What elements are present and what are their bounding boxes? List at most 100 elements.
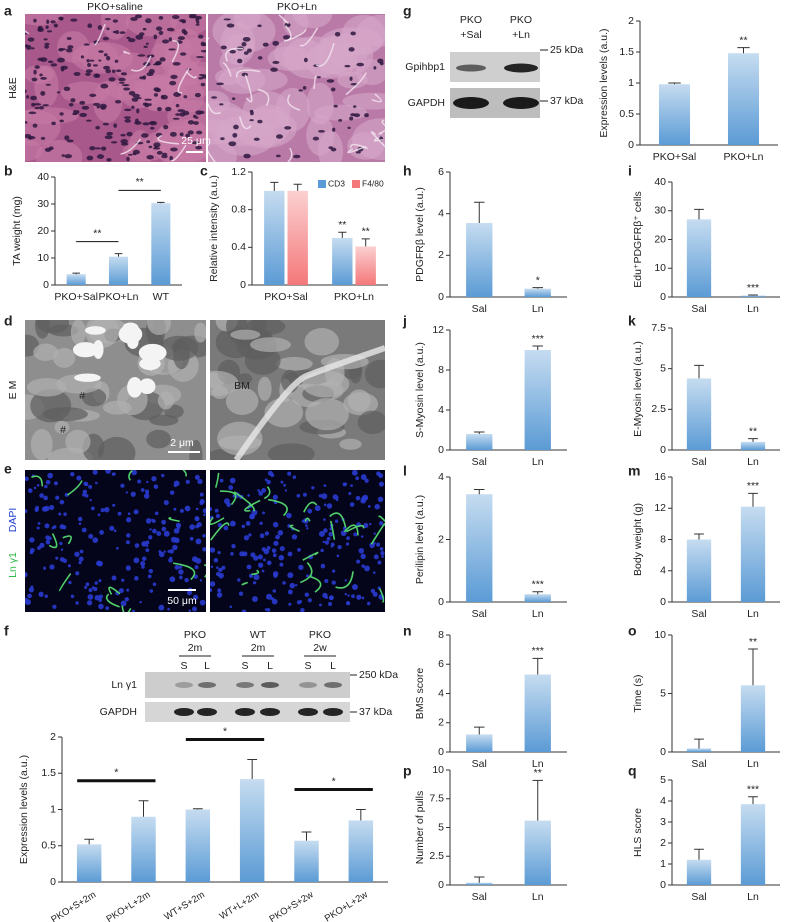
nucleus: [156, 150, 163, 155]
nucleus: [183, 30, 188, 36]
organelle: [217, 421, 263, 456]
y-axis-label: Expression levels (a.u.): [18, 755, 30, 864]
nucleus: [179, 575, 183, 580]
significance: ***: [747, 282, 759, 294]
nucleus: [284, 489, 288, 492]
nucleus: [272, 589, 277, 593]
organelle: [189, 439, 203, 460]
basement-membrane: [378, 588, 385, 603]
nucleus: [144, 98, 152, 101]
bar: [355, 246, 376, 285]
basement-membrane: [168, 516, 180, 523]
x-tick-label: Sal: [472, 891, 487, 903]
basement-membrane: [343, 524, 359, 536]
nucleus: [70, 594, 75, 599]
scale-label: 50 μm: [167, 595, 197, 607]
nucleus: [106, 131, 114, 136]
membrane: [378, 129, 385, 135]
band-label: GAPDH: [408, 97, 445, 109]
micrograph: [210, 320, 385, 460]
nucleus: [39, 73, 43, 77]
nucleus: [377, 58, 384, 64]
nucleus: [33, 486, 37, 490]
basement-membrane: [303, 501, 318, 513]
organelle: [65, 429, 91, 454]
nucleus: [128, 153, 133, 156]
nucleus: [243, 51, 249, 55]
bar: [524, 288, 551, 297]
nucleus: [26, 95, 30, 99]
nucleus: [41, 506, 48, 512]
nucleus: [120, 600, 127, 607]
nucleus: [66, 37, 72, 40]
nucleus: [52, 604, 57, 609]
nucleus: [266, 560, 272, 566]
y-tick-label: 0: [438, 746, 444, 758]
nucleus: [200, 49, 206, 53]
nucleus: [158, 16, 164, 20]
error-bar: [114, 253, 123, 257]
nucleus: [111, 472, 116, 476]
error-bar: [668, 82, 681, 85]
y-tick-label: 7.5: [429, 793, 444, 805]
nucleus: [210, 588, 213, 593]
nucleus: [183, 95, 188, 99]
error-bar: [192, 808, 203, 810]
nucleus: [318, 494, 323, 498]
organelle: [357, 410, 385, 435]
fiber: [125, 14, 178, 37]
y-tick-label: 0: [438, 596, 444, 608]
nucleus: [120, 139, 128, 144]
nucleus: [172, 117, 180, 120]
nucleus: [195, 557, 202, 564]
panel-letter: e: [4, 461, 12, 477]
nucleus: [273, 573, 278, 578]
nucleus: [149, 528, 152, 531]
nucleus: [199, 492, 204, 497]
y-tick-label: 0: [43, 279, 49, 291]
nucleus: [195, 17, 200, 22]
nucleus: [87, 23, 93, 29]
blot-band: [324, 682, 342, 688]
organelle: [276, 357, 313, 371]
y-tick-label: 5: [438, 821, 444, 833]
membrane: [370, 131, 385, 148]
nucleus: [104, 506, 110, 513]
nucleus: [337, 544, 342, 550]
nucleus: [60, 548, 64, 551]
row-label: E M: [7, 381, 19, 400]
nucleus: [56, 57, 65, 63]
panel-letter: j: [402, 313, 407, 329]
panel-letter: l: [403, 463, 407, 479]
nucleus: [98, 59, 102, 62]
basement-membrane: [121, 605, 132, 612]
nucleus: [262, 511, 265, 515]
membrane: [349, 143, 369, 150]
nucleus: [145, 544, 149, 548]
nucleus: [346, 536, 350, 541]
x-tick-label: Ln: [747, 891, 759, 903]
blot: [145, 672, 350, 698]
lane-group: 2w: [313, 642, 327, 654]
micrograph: [25, 14, 206, 162]
nucleus: [352, 584, 358, 590]
x-tick-label: PKO+Sal: [264, 291, 307, 303]
significance: **: [338, 219, 346, 231]
membrane: [94, 23, 106, 46]
nucleus: [237, 578, 241, 582]
nucleus: [163, 499, 169, 506]
nucleus: [250, 111, 254, 116]
nucleus: [191, 141, 200, 145]
bar: [264, 190, 285, 285]
nucleus: [75, 571, 80, 576]
nucleus: [134, 14, 142, 19]
y-tick-label: 0: [438, 879, 444, 891]
nucleus: [305, 524, 308, 527]
nucleus: [192, 114, 197, 118]
nucleus: [37, 25, 43, 31]
nucleus: [133, 509, 139, 515]
nucleus: [326, 537, 331, 541]
fiber: [208, 119, 233, 141]
blot-band: [174, 708, 194, 716]
